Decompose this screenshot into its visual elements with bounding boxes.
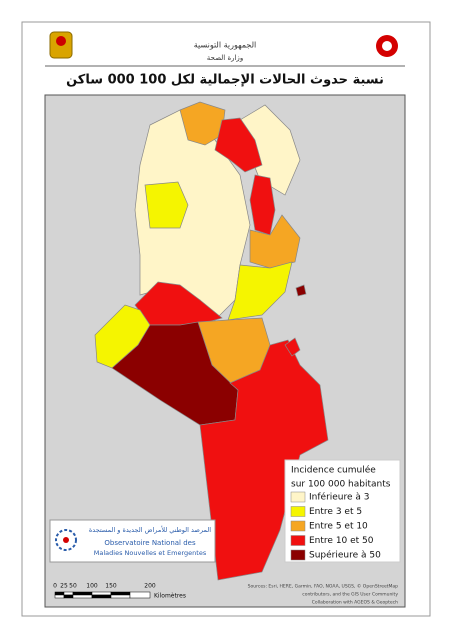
scale-label: 100 [86, 583, 98, 590]
scale-segment [110, 594, 131, 599]
republic: الجمهورية التونسية [194, 41, 256, 50]
source-line: Sources: Esri, HERE, Garmin, FAO, NOAA, … [248, 583, 398, 590]
source-line: Collaboration with AGEOS & Geoptech [312, 600, 398, 606]
legend-subtitle: sur 100 000 habitants [291, 480, 391, 490]
scale-segment [72, 594, 93, 599]
logo-line2: Maladies Nouvelles et Emergentes [94, 549, 207, 557]
legend-title: Incidence cumulée [291, 465, 376, 476]
tunisia-emblem [49, 31, 73, 59]
scale-label: 0 [53, 583, 57, 590]
sources: Sources: Esri, HERE, Garmin, FAO, NOAA, … [248, 583, 399, 606]
region [214, 117, 263, 173]
observatory-icon [55, 529, 77, 551]
legend-items: Inférieure à 3 Entre 3 et 5 Entre 5 et 10 E… [290, 491, 381, 561]
scale-unit: Kilomètres [154, 593, 186, 600]
legend-swatch [290, 535, 306, 546]
region [249, 214, 301, 269]
scale-segment [129, 591, 151, 599]
scale-segment [91, 594, 112, 599]
scale-segment [91, 591, 112, 596]
legend-swatch [290, 520, 306, 532]
scale-segment [54, 591, 65, 596]
legend-swatch [290, 491, 306, 503]
scale-bar: 0 25 50 100 150 200 Kilomètres [53, 583, 186, 600]
scale-segment [54, 594, 65, 599]
health-logo [376, 35, 398, 57]
legend-swatch [290, 549, 306, 561]
scale-label: 50 [69, 583, 77, 590]
region [111, 321, 239, 426]
logo-box [49, 519, 216, 563]
scale-segment [72, 591, 93, 596]
logo-arabic: المرصد الوطني للأمراض الجديدة و المستجدة [89, 525, 211, 534]
region [227, 261, 293, 321]
regions [94, 101, 329, 581]
legend-label: Entre 3 et 5 [309, 507, 362, 517]
legend-label: Supérieure à 50 [309, 550, 381, 561]
region [295, 284, 307, 297]
scale-label: 25 [60, 583, 68, 590]
logo-line1: Observatoire National des [104, 539, 196, 547]
legend-label: Entre 5 et 10 [309, 522, 368, 532]
region [144, 181, 189, 229]
region [284, 337, 301, 357]
scale-label: 150 [105, 583, 117, 590]
scale-segment [110, 591, 131, 596]
scale-label: 200 [144, 583, 156, 590]
source-line: contributors, and the GIS User Community [302, 592, 398, 598]
region [199, 339, 329, 581]
title: نسبة حدوث الحالات الإجمالية لكل 100 000 … [66, 73, 384, 88]
legend-label: Inférieure à 3 [309, 492, 370, 503]
scale-segment [63, 591, 74, 596]
legend-label: Entre 10 et 50 [309, 536, 374, 546]
legend-swatch [290, 506, 306, 517]
scale-segment [63, 594, 74, 599]
ministry: وزارة الصحة [207, 54, 243, 62]
